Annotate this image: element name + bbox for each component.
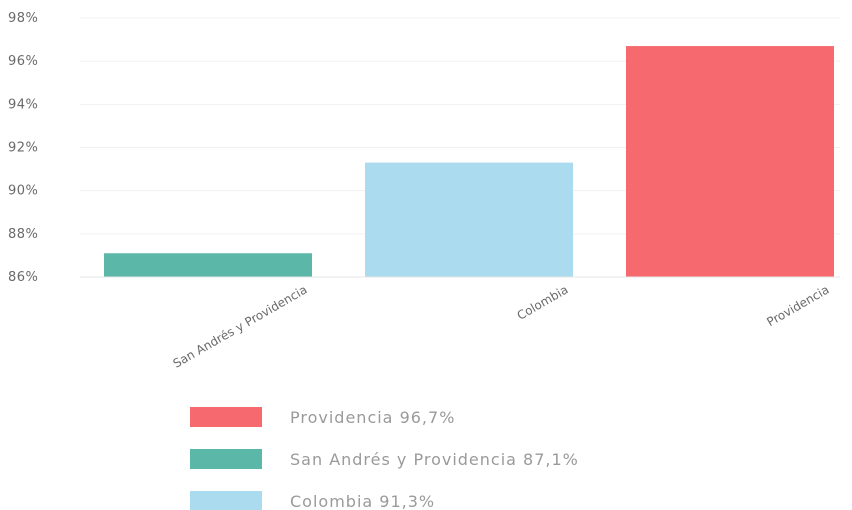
y-tick-label: 86% [8, 270, 38, 285]
y-axis: 86% 88% 90% 92% 94% 96% 98% [8, 11, 38, 285]
legend: Providencia 96,7% San Andrés y Providenci… [190, 407, 579, 510]
legend-label: Colombia 91,3% [290, 492, 435, 510]
y-tick-label: 94% [8, 97, 38, 112]
bars [104, 46, 834, 277]
y-tick-label: 92% [8, 141, 38, 156]
legend-label: Providencia 96,7% [290, 408, 455, 427]
legend-swatch [190, 491, 262, 510]
y-tick-label: 98% [8, 11, 38, 26]
x-tick-label: Providencia [764, 282, 831, 329]
bar-2 [626, 46, 834, 277]
y-tick-label: 90% [8, 184, 38, 199]
legend-swatch [190, 449, 262, 469]
legend-swatch [190, 407, 262, 427]
bar-1 [365, 162, 573, 277]
bar-0 [104, 253, 312, 277]
x-tick-label: San Andrés y Providencia [171, 282, 310, 370]
y-tick-label: 88% [8, 227, 38, 242]
y-tick-label: 96% [8, 54, 38, 69]
x-axis: San Andrés y Providencia Colombia Providen… [171, 282, 832, 370]
x-tick-label: Colombia [515, 282, 571, 322]
legend-label: San Andrés y Providencia 87,1% [290, 450, 579, 469]
